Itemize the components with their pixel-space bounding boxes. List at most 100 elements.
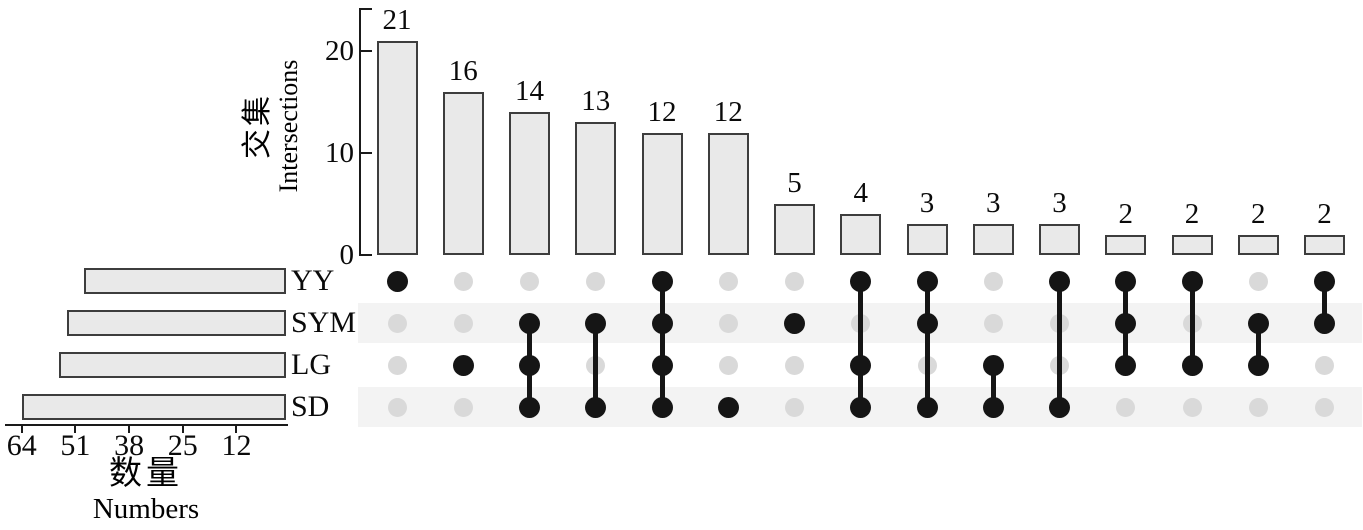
intersection-value-label: 2 [1251,197,1266,230]
matrix-dot-inactive [983,313,1003,333]
intersection-bar [840,214,882,255]
intersection-value-label: 2 [1184,197,1200,230]
matrix-dot-active [1115,312,1137,334]
y-axis-spine [359,8,361,256]
matrix-dot-inactive [387,313,407,333]
matrix-dot-active [651,312,673,334]
matrix-dot-inactive [387,397,407,417]
intersection-value-label: 3 [986,187,1001,220]
intersection-bar [509,112,550,255]
matrix-dot-inactive [1315,355,1334,375]
set-size-bar [21,394,286,420]
matrix-dot-active [651,396,673,418]
intersection-value-label: 21 [382,3,412,36]
x-axis-tick [20,424,23,433]
x-axis-tick-label: 25 [167,429,198,462]
y-axis-tick-label: 10 [325,137,354,169]
matrix-dot-active [585,312,607,334]
x-axis-tick [181,424,184,433]
x-axis-tick-label: 51 [60,429,91,462]
set-label: YY [291,264,335,297]
y-axis-tick [359,50,372,52]
matrix-dot-inactive [718,313,738,333]
matrix-dot-inactive [1116,397,1136,417]
matrix-connector [1255,323,1261,365]
x-axis-tick [128,424,131,433]
set-size-bar [83,268,286,294]
matrix-dot-active [916,270,938,292]
matrix-dot-active [585,396,607,418]
matrix-dot-inactive [586,271,606,291]
intersection-bar [1171,234,1213,255]
y-axis-top-cap [359,8,372,10]
y-axis-tick-label: 20 [325,35,354,67]
matrix-dot-inactive [453,397,473,417]
matrix-dot-inactive [785,355,804,375]
x-axis-tick-label: 12 [221,429,252,462]
matrix-dot-active [519,354,540,376]
matrix-dot-active [1049,270,1070,292]
matrix-dot-inactive [1315,397,1334,417]
matrix-dot-active [850,396,872,418]
matrix-dot-inactive [785,397,804,417]
intersection-bar [906,224,948,255]
set-label: SD [291,390,330,423]
matrix-dot-active [916,396,938,418]
x-axis-tick [235,424,238,433]
matrix-dot-active [717,396,739,418]
intersection-bar [442,91,484,255]
matrix-dot-active [850,354,872,376]
matrix-dot-inactive [1182,397,1202,417]
matrix-dot-active [982,396,1004,418]
intersection-bar [1105,234,1147,255]
matrix-dot-active [1181,354,1203,376]
x-axis-tick [74,424,77,433]
set-size-bar [58,352,286,378]
matrix-dot-active [386,270,408,292]
matrix-dot-inactive [453,313,473,333]
matrix-dot-active [1314,312,1335,334]
y-axis-tick-label: 0 [339,239,355,271]
matrix-connector [1189,281,1195,365]
intersection-value-label: 12 [647,95,677,128]
matrix-dot-active [1247,354,1269,376]
intersection-value-label: 5 [787,167,802,199]
x-axis-title-en: Numbers [92,493,200,525]
matrix-connector [924,281,930,407]
intersection-value-label: 3 [919,187,935,220]
set-size-bar [67,310,286,336]
matrix-connector [593,323,599,407]
matrix-dot-inactive [1248,397,1268,417]
x-axis-tick-label: 38 [114,429,145,462]
matrix-dot-active [519,312,540,334]
intersection-value-label: 16 [448,54,478,87]
y-axis-tick [359,152,372,154]
matrix-dot-active [1314,270,1335,292]
matrix-dot-active [784,312,805,334]
matrix-dot-inactive [520,271,539,291]
matrix-dot-active [1049,396,1070,418]
intersection-bar [641,132,683,255]
matrix-dot-active [1115,270,1137,292]
matrix-dot-inactive [718,355,738,375]
intersection-value-label: 3 [1052,187,1067,220]
matrix-dot-active [1181,270,1203,292]
matrix-dot-inactive [1248,271,1268,291]
matrix-dot-inactive [785,271,804,291]
intersection-value-label: 2 [1118,197,1134,230]
set-label: LG [291,348,331,381]
set-label: SYM [291,306,357,339]
intersection-bar [707,132,749,255]
matrix-connector [659,281,665,407]
intersection-value-label: 12 [713,95,743,128]
x-axis-title-zh: 数量 [109,456,183,492]
intersection-bar [575,122,617,255]
matrix-dot-active [982,354,1004,376]
matrix-connector [1057,281,1062,407]
intersection-bar [1237,234,1279,255]
matrix-dot-active [1247,312,1269,334]
